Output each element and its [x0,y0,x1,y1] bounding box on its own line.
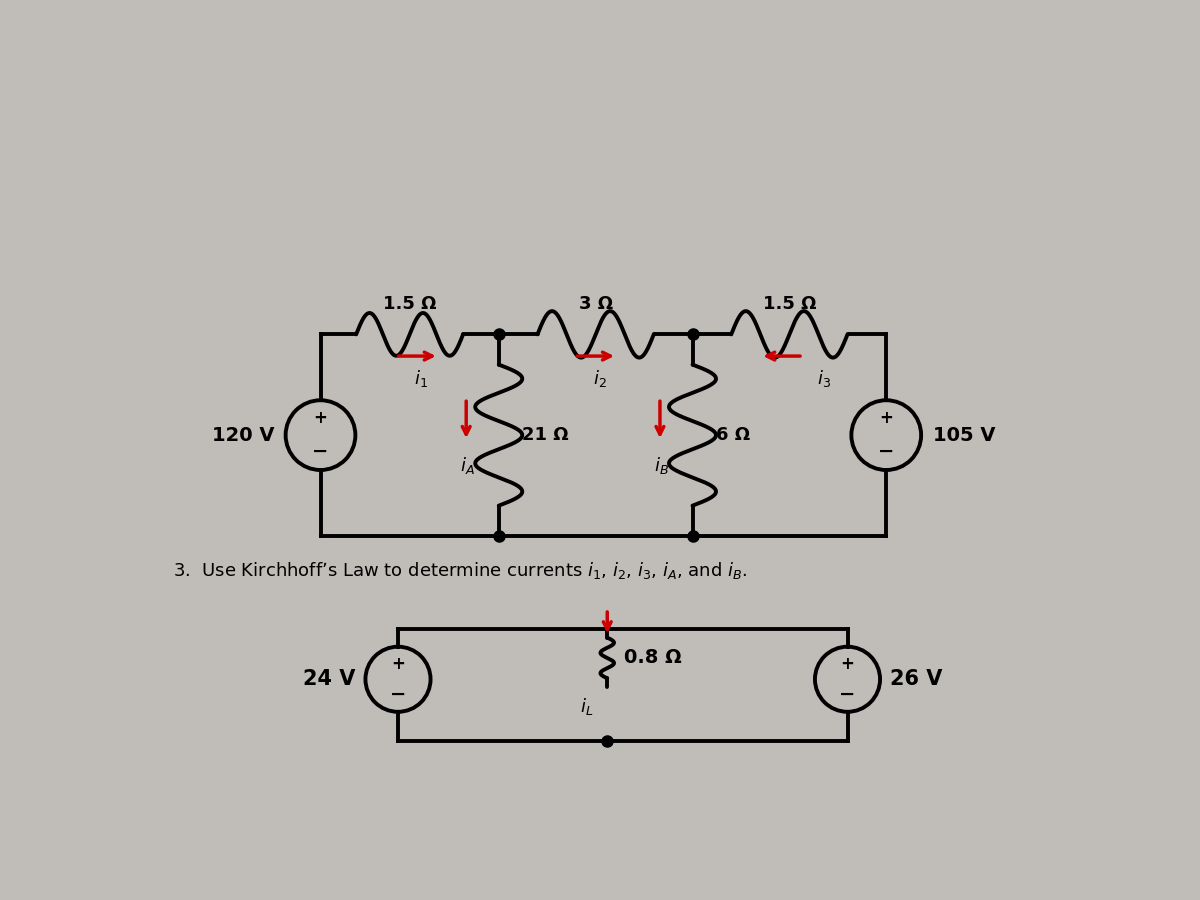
Text: −: − [839,686,856,705]
Text: $i_3$: $i_3$ [817,368,832,390]
Text: 26 V: 26 V [890,670,942,689]
Text: 24 V: 24 V [302,670,355,689]
Text: +: + [391,654,404,672]
Text: $i_A$: $i_A$ [461,454,475,475]
Text: 6 Ω: 6 Ω [715,426,750,444]
Text: 1.5 Ω: 1.5 Ω [763,294,816,312]
Text: 120 V: 120 V [211,426,274,445]
Text: +: + [840,654,854,672]
Text: $i_B$: $i_B$ [654,454,668,475]
Text: $i_1$: $i_1$ [414,368,428,390]
Text: 105 V: 105 V [932,426,995,445]
Text: $i_L$: $i_L$ [580,697,593,717]
Text: −: − [878,443,894,462]
Text: −: − [390,686,406,705]
Text: 3.  Use Kirchhoff’s Law to determine currents $i_1$, $i_2$, $i_3$, $i_A$, and $i: 3. Use Kirchhoff’s Law to determine curr… [173,560,748,581]
Text: 0.8 Ω: 0.8 Ω [624,648,682,668]
Text: −: − [312,443,329,462]
Text: 21 Ω: 21 Ω [522,426,569,444]
Text: 3 Ω: 3 Ω [578,294,613,312]
Text: +: + [880,410,893,427]
Text: +: + [313,410,328,427]
Text: $i_2$: $i_2$ [593,368,606,390]
Text: 1.5 Ω: 1.5 Ω [383,294,437,312]
